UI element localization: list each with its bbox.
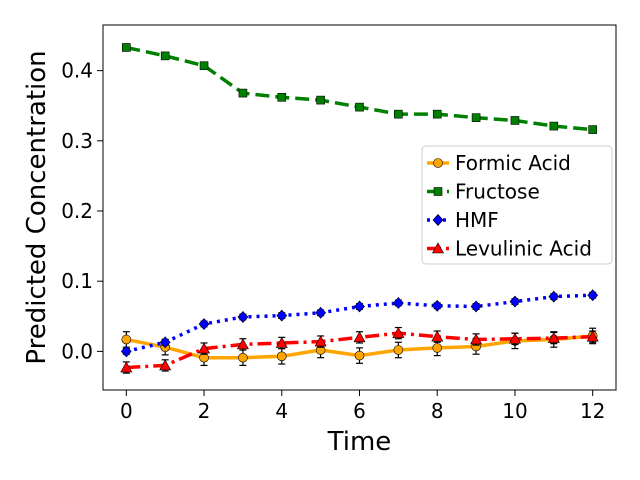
legend-item-hmf: HMF	[427, 208, 499, 232]
legend-item-formic-acid: Formic Acid	[427, 151, 571, 175]
hmf-marker	[354, 300, 365, 313]
hmf-marker	[548, 290, 560, 303]
fructose-marker	[394, 109, 403, 119]
levulinic-acid-marker	[198, 342, 211, 354]
series-layer	[120, 43, 599, 374]
y-tick-label: 0.1	[61, 269, 93, 293]
x-axis-ticks: 0 2 4 6 8 10 12	[120, 390, 605, 423]
levulinic-acid-marker	[470, 333, 483, 345]
legend-marker	[431, 242, 445, 254]
formic-acid-marker	[354, 350, 365, 361]
formic-acid-marker	[393, 345, 404, 355]
hmf-marker	[509, 295, 521, 308]
series-levulinic-acid	[120, 326, 599, 374]
fructose-marker	[588, 125, 597, 134]
y-tick-label: 0.4	[61, 59, 93, 83]
hmf-marker	[120, 345, 132, 358]
legend-marker	[433, 158, 443, 168]
levulinic-acid-marker	[547, 331, 560, 343]
y-tick-label: 0.0	[61, 339, 93, 363]
fructose-marker	[355, 102, 364, 112]
y-axis-label: Predicted Concentration	[22, 50, 52, 364]
fructose-marker	[471, 113, 481, 122]
hmf-marker	[276, 309, 288, 322]
hmf-marker	[587, 289, 599, 302]
hmf-marker	[392, 297, 404, 309]
fructose-marker	[160, 51, 170, 61]
hmf-marker	[159, 336, 171, 349]
levulinic-acid-marker	[353, 331, 366, 343]
formic-acid-marker	[432, 343, 443, 353]
formic-acid-marker	[276, 351, 287, 362]
y-axis-ticks: 0.0 0.1 0.2 0.3 0.4	[61, 59, 103, 363]
levulinic-acid-marker	[236, 338, 249, 350]
levulinic-acid-marker	[431, 330, 444, 342]
legend-label: Formic Acid	[455, 151, 571, 175]
levulinic-acid-marker	[586, 330, 599, 342]
x-tick-label: 4	[275, 399, 288, 423]
hmf-marker	[431, 299, 443, 312]
levulinic-acid-marker	[508, 332, 521, 344]
levulinic-acid-marker	[314, 335, 327, 347]
formic-acid-marker	[238, 352, 248, 363]
x-tick-label: 12	[580, 399, 605, 423]
hmf-marker	[237, 311, 249, 323]
x-tick-label: 8	[431, 399, 444, 423]
hmf-marker	[198, 318, 210, 330]
fructose-marker	[432, 109, 442, 119]
fructose-marker	[238, 88, 248, 98]
legend-item-levulinic-acid: Levulinic Acid	[427, 237, 592, 261]
legend-marker	[432, 214, 444, 226]
fructose-marker	[277, 92, 287, 102]
levulinic-acid-marker	[392, 327, 405, 338]
x-tick-label: 6	[353, 399, 366, 423]
fructose-line	[125, 45, 593, 132]
fructose-marker	[316, 95, 325, 105]
fructose-marker	[510, 116, 520, 125]
x-axis-label: Time	[327, 427, 392, 457]
legend-marker	[433, 187, 443, 196]
legend-item-fructose: Fructose	[427, 180, 540, 204]
y-tick-label: 0.2	[61, 199, 93, 223]
levulinic-acid-marker	[120, 361, 133, 373]
legend-label: Levulinic Acid	[455, 237, 592, 261]
fructose-marker	[199, 61, 209, 71]
legend-box	[421, 145, 613, 265]
levulinic-acid-marker	[275, 336, 288, 348]
fructose-marker	[549, 121, 559, 131]
legend: Formic Acid Fructose HMF Levulinic Acid	[421, 145, 613, 265]
fructose-marker	[122, 43, 131, 52]
legend-label: HMF	[455, 208, 499, 232]
hmf-marker	[470, 300, 482, 313]
series-fructose	[122, 43, 597, 134]
x-tick-label: 10	[502, 399, 527, 423]
legend-label: Fructose	[455, 180, 540, 204]
y-tick-label: 0.3	[61, 129, 93, 153]
hmf-marker	[315, 306, 327, 319]
formic-acid-marker	[121, 334, 132, 345]
series-hmf	[120, 289, 599, 358]
x-tick-label: 0	[120, 399, 133, 423]
levulinic-acid-marker	[159, 359, 172, 371]
x-tick-label: 2	[198, 399, 211, 423]
